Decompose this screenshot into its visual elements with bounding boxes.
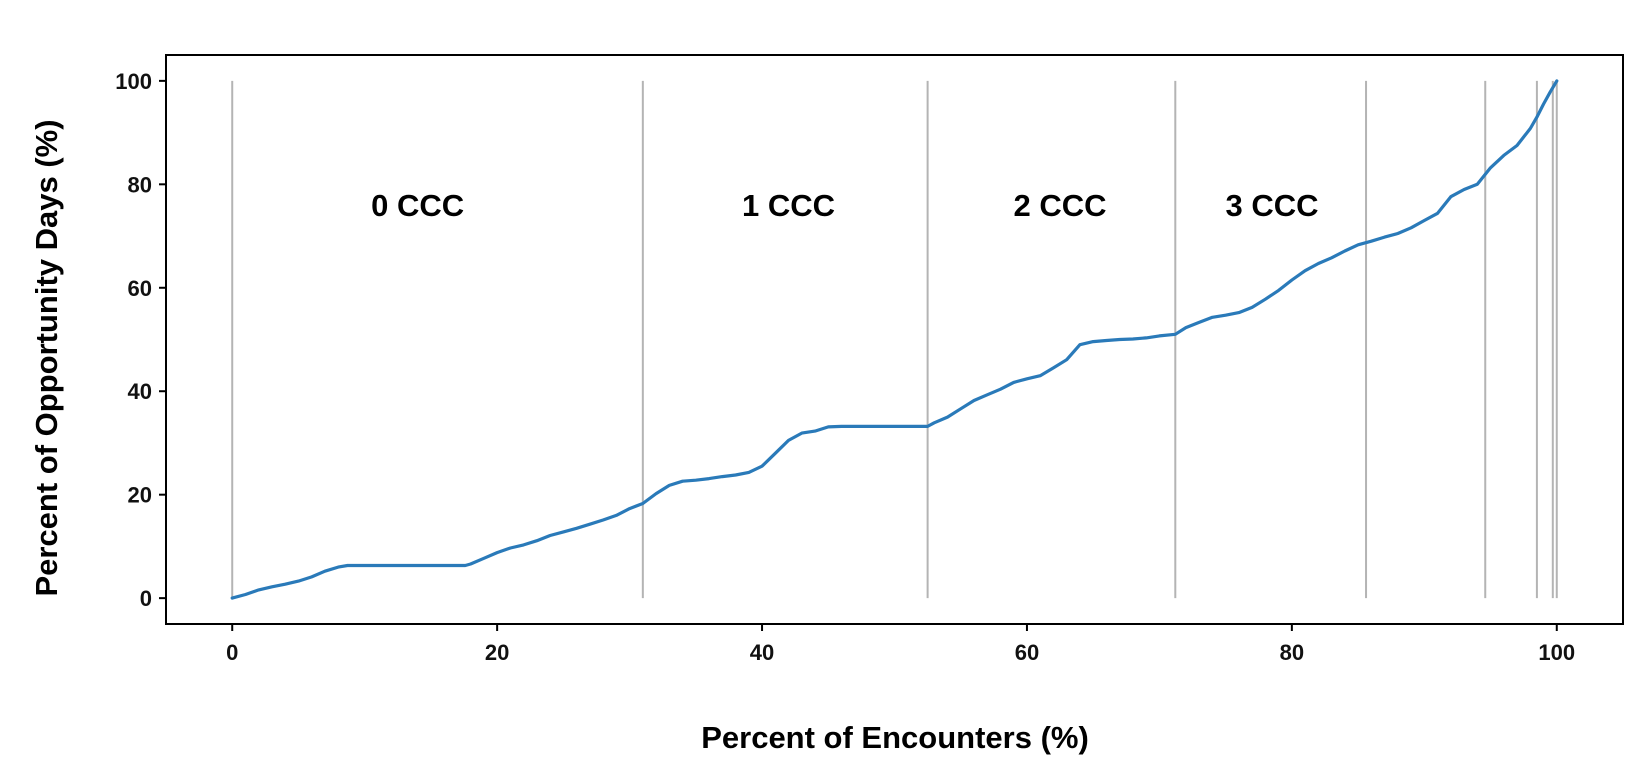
region-label-3: 3 CCC <box>1225 188 1318 223</box>
y-tick-label: 100 <box>115 69 152 94</box>
region-label-1: 1 CCC <box>742 188 835 223</box>
y-axis: 0 20 40 60 80 100 <box>115 69 166 611</box>
region-label-2: 2 CCC <box>1014 188 1107 223</box>
region-label-0: 0 CCC <box>371 188 464 223</box>
y-tick-label: 60 <box>128 276 152 301</box>
x-tick-label: 40 <box>750 640 774 665</box>
x-axis-title: Percent of Encounters (%) <box>701 720 1089 755</box>
ccc-boundary-lines <box>231 80 1558 599</box>
plot-frame <box>165 54 1624 625</box>
y-tick-label: 0 <box>140 586 152 611</box>
series-line-0 <box>230 79 1559 600</box>
y-tick-label: 20 <box>128 483 152 508</box>
y-tick-label: 40 <box>128 379 152 404</box>
region-labels: 0 CCC 1 CCC 2 CCC 3 CCC <box>371 188 1318 223</box>
y-axis-title: Percent of Opportunity Days (%) <box>29 119 64 596</box>
y-tick-label: 80 <box>128 172 152 197</box>
x-tick-label: 60 <box>1015 640 1039 665</box>
x-tick-label: 20 <box>485 640 509 665</box>
x-tick-label: 0 <box>226 640 238 665</box>
series-layer <box>230 79 1559 600</box>
x-tick-label: 100 <box>1538 640 1575 665</box>
x-tick-label: 80 <box>1280 640 1304 665</box>
x-axis: 0 20 40 60 80 100 <box>226 624 1575 665</box>
